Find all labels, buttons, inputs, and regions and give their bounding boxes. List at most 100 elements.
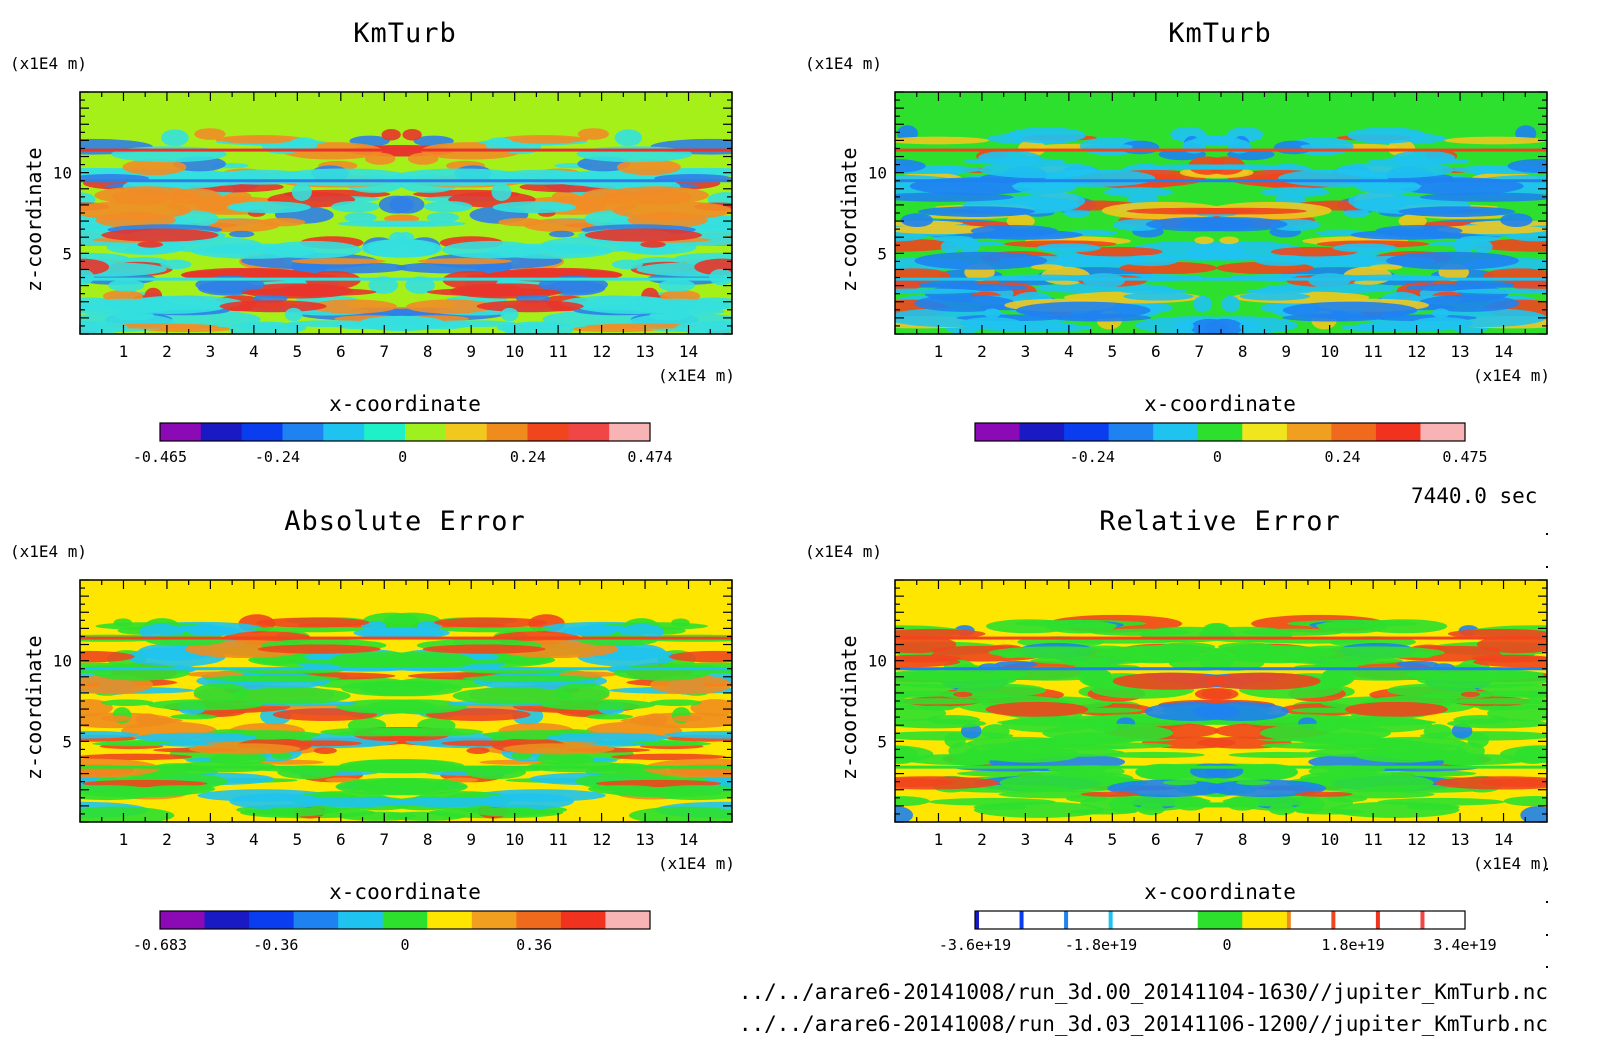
colorbar-swatch [527, 423, 569, 441]
x-tick-label: 9 [466, 830, 476, 849]
x-tick-label: 5 [293, 830, 303, 849]
x-tick-label: 6 [1151, 342, 1161, 361]
panel-2-title: KmTurb [1168, 18, 1272, 49]
x-tick-label: 3 [1021, 830, 1031, 849]
colorbar-swatch [1197, 423, 1243, 441]
field-blob [900, 213, 934, 227]
panel-3-y-unit: (x1E4 m) [10, 542, 88, 561]
field-blob [194, 128, 226, 140]
field-blob [344, 212, 377, 223]
field-blob [95, 212, 176, 229]
field-blob [1478, 705, 1513, 711]
colorbar-swatch [1064, 423, 1110, 441]
field-blob [289, 137, 318, 152]
colorbar-swatch [1331, 423, 1377, 441]
field-blob [500, 307, 519, 322]
field-blob [646, 785, 732, 801]
field-blob [160, 259, 192, 270]
field-blob [1417, 294, 1520, 312]
y-tick-label: 5 [877, 732, 887, 751]
field-blob [313, 747, 337, 754]
panel-4-y-unit: (x1E4 m) [805, 542, 883, 561]
field-blob [950, 284, 1028, 292]
field-blob [1103, 187, 1173, 198]
field-blob [1500, 213, 1533, 227]
field-blob [1405, 284, 1483, 292]
field-blob [285, 320, 378, 328]
field-blob [538, 204, 574, 210]
field-blob [973, 801, 1104, 818]
field-blob [92, 664, 190, 681]
x-tick-label: 13 [1450, 830, 1469, 849]
x-tick-label: 12 [1407, 342, 1426, 361]
field-blob [540, 699, 656, 711]
field-blob [205, 675, 341, 682]
field-blob [1442, 698, 1547, 705]
field-blob [402, 128, 422, 141]
field-blob [1344, 701, 1448, 717]
colorbar-swatch [1242, 911, 1288, 929]
field-blob [979, 161, 1098, 179]
field-blob [511, 752, 533, 760]
field-band [895, 277, 1547, 281]
field-blob [988, 646, 1127, 659]
x-tick-label: 11 [549, 342, 568, 361]
panel-4-title: Relative Error [1099, 506, 1341, 537]
x-tick-label: 11 [1364, 342, 1383, 361]
x-tick-label: 14 [1494, 830, 1513, 849]
field-blob [1332, 243, 1397, 253]
x-tick-label: 8 [1238, 830, 1248, 849]
colorbar-tick-label: 3.4e+19 [1433, 936, 1496, 954]
field-blob [1006, 127, 1086, 144]
field-blob [502, 321, 575, 334]
field-blob [1193, 295, 1212, 313]
field-blob [956, 770, 1043, 777]
field-blob [336, 699, 437, 714]
field-blob [250, 626, 368, 633]
field-blob [1297, 773, 1434, 793]
field-blob [1507, 158, 1547, 174]
colorbar-divider [1108, 911, 1113, 929]
field-blob [341, 680, 445, 697]
colorbar-swatch [204, 911, 250, 929]
field-blob [966, 742, 1059, 761]
field-blob [100, 715, 132, 722]
field-blob [970, 224, 1058, 237]
field-blob [122, 158, 187, 176]
field-blob [277, 765, 338, 780]
x-tick-label: 2 [162, 342, 172, 361]
colorbar-tick-label: 0.24 [1324, 448, 1360, 466]
colorbar-divider [1420, 911, 1425, 929]
field-blob [895, 288, 980, 294]
field-blob [1419, 731, 1547, 741]
margin-dot [1546, 934, 1548, 936]
field-blob [1375, 224, 1463, 237]
field-blob [462, 675, 599, 682]
field-blob [1038, 748, 1125, 757]
colorbar-tick-label: -0.683 [133, 936, 187, 954]
x-tick-label: 8 [1238, 342, 1248, 361]
field-blob [281, 740, 362, 747]
field-band [895, 765, 1547, 769]
colorbar-swatch [516, 911, 562, 929]
field-blob [258, 807, 331, 817]
field-blob [1191, 136, 1228, 146]
field-blob [586, 713, 634, 720]
field-blob [1306, 646, 1445, 659]
field-blob [1483, 268, 1547, 284]
x-tick-label: 2 [162, 830, 172, 849]
field-blob [611, 753, 727, 761]
field-blob [367, 239, 442, 258]
field-blob [80, 785, 158, 801]
field-blob [104, 323, 218, 329]
colorbar-tick-label: 0.24 [510, 448, 546, 466]
field-blob [632, 244, 678, 255]
x-tick-label: 11 [1364, 830, 1383, 849]
field-blob [1144, 702, 1240, 721]
field-blob [1016, 301, 1151, 320]
field-blob [1228, 751, 1333, 759]
field-blob [1340, 323, 1436, 332]
colorbar-tick-label: -0.24 [255, 448, 300, 466]
